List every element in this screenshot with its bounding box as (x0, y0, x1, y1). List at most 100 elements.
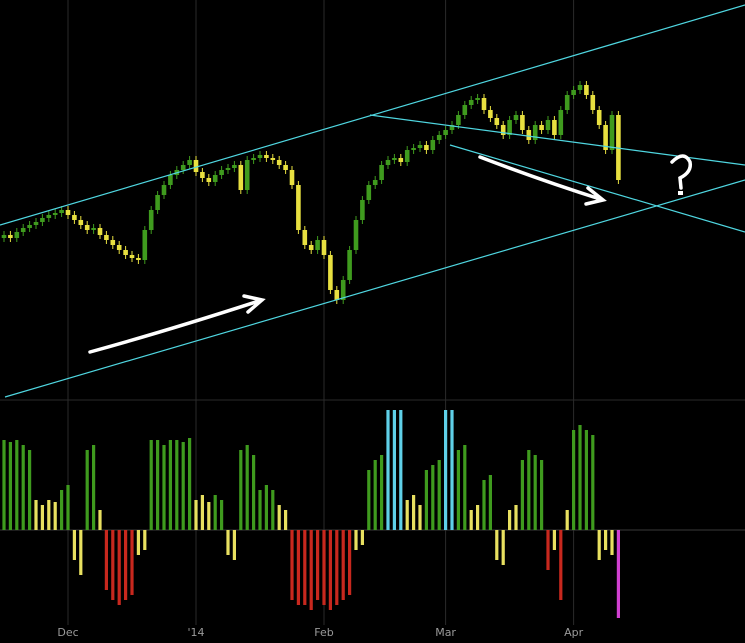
candle-body (500, 125, 506, 135)
candle-body (360, 200, 365, 220)
indicator-bar (533, 455, 537, 530)
indicator-bar (143, 530, 147, 550)
candle-body (552, 120, 557, 135)
indicator-bar (616, 530, 620, 618)
candle-body (372, 180, 378, 185)
indicator-bar (220, 500, 224, 530)
indicator-bar (47, 500, 51, 530)
candle-body (481, 98, 487, 110)
candle-body (609, 115, 615, 150)
question-mark (670, 154, 693, 190)
indicator-bar (303, 530, 307, 605)
indicator-bar (130, 530, 134, 595)
candle-body (366, 185, 372, 200)
indicator-bar (482, 480, 486, 530)
candle-body (315, 240, 320, 250)
x-tick-label: Dec (57, 626, 78, 639)
indicator-bar (399, 410, 403, 530)
indicator-bar (546, 530, 550, 570)
indicator-bar (386, 410, 390, 530)
indicator-bar (514, 505, 518, 530)
candle-body (430, 140, 436, 150)
indicator-bar (380, 455, 384, 530)
trendline (449, 144, 745, 233)
candle-body (404, 150, 410, 162)
indicator-bar (8, 442, 12, 530)
indicator-bar (578, 425, 582, 530)
indicator-bar (610, 530, 614, 555)
candle-body (571, 90, 576, 95)
indicator-bar (34, 500, 38, 530)
candle-body (219, 170, 224, 175)
indicator-bar (72, 530, 76, 560)
indicator-bar (552, 530, 556, 550)
indicator-bar (508, 510, 512, 530)
candle-body (436, 135, 442, 140)
candle-body (488, 110, 493, 118)
indicator-bar (341, 530, 345, 600)
indicator-bar (252, 455, 256, 530)
candle-body (347, 250, 352, 280)
candle-body (129, 255, 135, 258)
indicator-bar (60, 490, 64, 530)
indicator-bar (104, 530, 108, 590)
candle-body (507, 120, 512, 135)
candle-body (257, 155, 263, 158)
candle-body (392, 158, 397, 160)
indicator-bar (277, 505, 281, 530)
candle-body (353, 220, 359, 250)
candle-body (123, 250, 128, 255)
indicator-bar (476, 505, 480, 530)
candle-body (52, 213, 58, 215)
indicator-bar (559, 530, 563, 600)
indicator-bar (79, 530, 83, 575)
candle-body (398, 158, 404, 162)
candle-body (110, 240, 116, 245)
candle-body (584, 85, 589, 95)
indicator-bar (540, 460, 544, 530)
candle-body (494, 118, 500, 125)
candle-body (456, 115, 461, 125)
candle-body (206, 178, 212, 182)
indicator-bar (520, 460, 524, 530)
indicator-bar (450, 410, 454, 530)
candle-body (443, 130, 448, 135)
indicator-bar (284, 510, 288, 530)
candle-body (283, 165, 288, 170)
indicator-bar (456, 450, 460, 530)
indicator-bar (258, 490, 262, 530)
indicator-bar (572, 430, 576, 530)
candle-body (289, 170, 295, 185)
indicator-bar (207, 502, 211, 530)
indicator-bar (469, 510, 473, 530)
indicator-bar (405, 500, 409, 530)
candle-body (212, 175, 218, 182)
candle-body (65, 210, 71, 215)
indicator-bar (66, 485, 70, 530)
candle-body (328, 255, 333, 290)
indicator-bar (28, 450, 32, 530)
candle-body (462, 105, 468, 115)
candle-body (59, 210, 64, 213)
indicator-bar (488, 475, 492, 530)
candle-body (161, 185, 167, 195)
candle-body (590, 95, 596, 110)
candle-body (244, 160, 250, 190)
annotations (88, 154, 693, 354)
indicator-bar (354, 530, 358, 550)
indicator-bar (162, 445, 166, 530)
indicator-bar (495, 530, 499, 560)
indicator-bar (597, 530, 601, 560)
candle-body (232, 165, 237, 168)
arrow (88, 294, 266, 354)
indicator-bar (194, 500, 198, 530)
candle-body (308, 245, 314, 250)
indicator-bar (232, 530, 236, 560)
indicator-bar (348, 530, 352, 595)
candle-body (27, 225, 32, 228)
indicator-bar (584, 430, 588, 530)
indicator-bar (527, 450, 531, 530)
candle-body (520, 115, 525, 130)
indicator-bar (2, 440, 6, 530)
